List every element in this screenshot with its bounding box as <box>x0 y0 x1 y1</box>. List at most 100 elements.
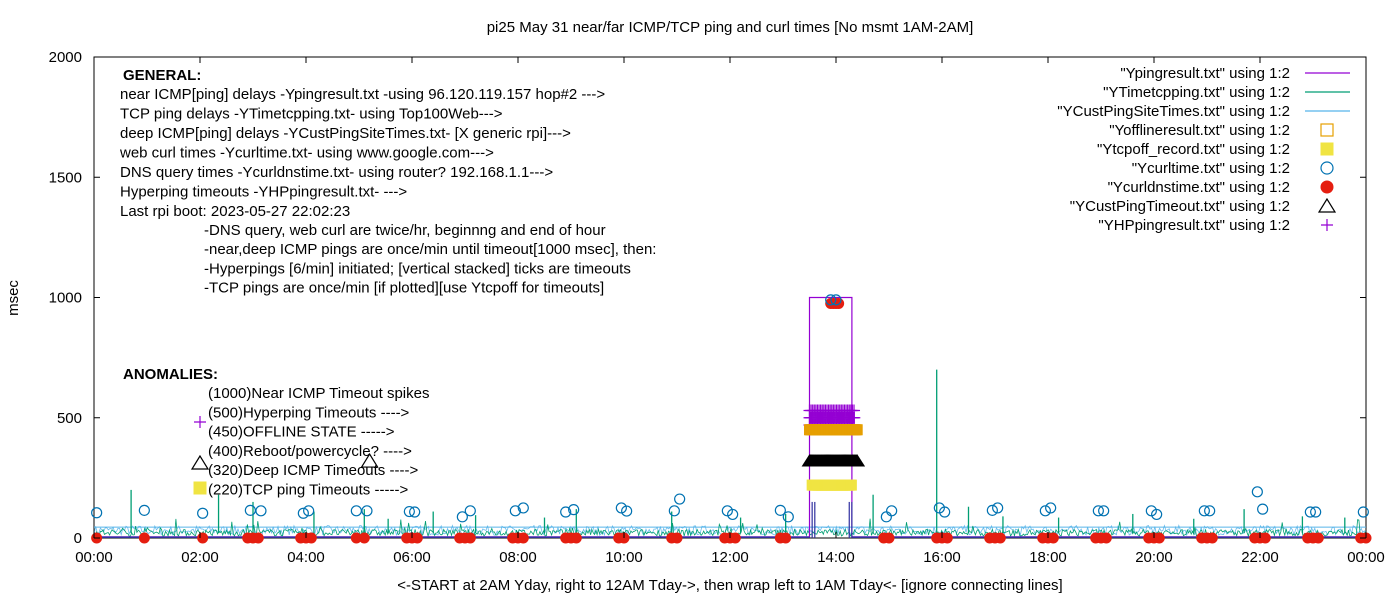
legend-label: "YCustPingTimeout.txt" using 1:2 <box>1070 198 1290 215</box>
y-tick-label: 1000 <box>49 290 82 307</box>
note-line: -Hyperpings [6/min] initiated; [vertical… <box>204 260 631 277</box>
series-dns-point <box>1047 532 1059 544</box>
series-dns-point <box>411 532 423 544</box>
series-curl-point <box>403 505 415 518</box>
series-curl-point <box>409 506 421 518</box>
series-curl-point <box>674 493 686 505</box>
series-dns-point <box>1206 532 1218 544</box>
series-curl-point <box>886 505 898 517</box>
series-curl-point <box>1045 502 1057 514</box>
series-curl-point <box>939 506 951 518</box>
series-dns-point <box>305 532 317 544</box>
series-custtimeout-marker <box>360 452 379 468</box>
series-curl-point <box>880 511 892 523</box>
x-tick-label: 10:00 <box>605 549 643 566</box>
series-dns-point <box>358 532 370 544</box>
note-line: -TCP pings are once/min [if plotted][use… <box>204 280 604 297</box>
legend-label: "Ypingresult.txt" using 1:2 <box>1120 65 1290 82</box>
series-curl-point <box>830 294 842 306</box>
legend-swatch <box>1320 161 1334 175</box>
general-line: near ICMP[ping] delays -Ypingresult.txt … <box>120 86 605 103</box>
series-curl-point <box>1251 486 1263 498</box>
series-curl-point <box>138 504 150 516</box>
legend-label: "Yofflineresult.txt" using 1:2 <box>1109 122 1290 139</box>
y-axis-label: msec <box>5 280 22 316</box>
anomaly-line: (500)Hyperping Timeouts ----> <box>208 404 410 421</box>
series-dns-point <box>464 532 476 544</box>
series-dns-point <box>941 532 953 544</box>
legend-swatch <box>1320 142 1334 156</box>
series-curl-point <box>244 504 256 516</box>
series-dns-point <box>1259 532 1271 544</box>
anomaly-line: (220)TCP ping Timeouts -----> <box>208 482 408 499</box>
series-dns-point <box>729 532 741 544</box>
series-curl-point <box>1039 505 1051 517</box>
legend: "Ypingresult.txt" using 1:2 "YTimetcpping… <box>1057 65 1350 234</box>
x-axis-label: <-START at 2AM Yday, right to 12AM Tday-… <box>397 577 1062 594</box>
series-hpping-marker <box>848 404 861 417</box>
series-curl-point <box>1357 506 1369 518</box>
general-line: Hyperping timeouts -YHPpingresult.txt- -… <box>120 184 407 201</box>
x-tick-label: 12:00 <box>711 549 749 566</box>
general-line: DNS query times -Ycurldnstime.txt- using… <box>120 164 553 181</box>
series-curl-point <box>621 505 633 517</box>
series-curl-point <box>727 508 739 521</box>
x-tick-label: 08:00 <box>499 549 537 566</box>
x-tick-label: 00:00 <box>75 549 113 566</box>
anomalies-header: ANOMALIES: <box>123 366 218 383</box>
series-curl-point <box>509 505 521 517</box>
series-curl-point <box>464 505 476 517</box>
legend-label: "YTimetcpping.txt" using 1:2 <box>1103 84 1290 101</box>
series-dns-point <box>252 532 264 544</box>
series-curl-point <box>361 505 373 517</box>
series-offline-marker <box>851 424 863 436</box>
series-tcpoff-marker <box>845 479 857 491</box>
legend-label: "YHPpingresult.txt" using 1:2 <box>1098 217 1290 234</box>
series-curl-point <box>568 504 580 516</box>
y-tick-label: 0 <box>74 530 82 547</box>
series-curl-point <box>255 505 267 517</box>
series-dns-point <box>780 532 792 544</box>
anomaly-line: (450)OFFLINE STATE -----> <box>208 424 395 441</box>
series-curl-point <box>197 507 209 519</box>
x-tick-label: 00:00 <box>1347 549 1385 566</box>
series-curl-point <box>456 511 468 523</box>
x-tick-label: 18:00 <box>1029 549 1067 566</box>
general-line: Last rpi boot: 2023-05-27 22:02:23 <box>120 203 350 220</box>
series-dns-point <box>994 532 1006 544</box>
series-curl-point <box>1151 508 1163 521</box>
plot-area: 00:00 02:00 04:00 06:00 08:00 10:00 12:00 14:00… <box>49 49 1385 566</box>
general-header: GENERAL: <box>123 67 201 84</box>
series-curl-point <box>774 504 786 516</box>
legend-swatch <box>1320 123 1334 137</box>
anomaly-line: (400)Reboot/powercycle? ----> <box>208 443 412 460</box>
series-curl-point <box>1310 506 1322 518</box>
note-line: -near,deep ICMP pings are once/min until… <box>204 241 656 258</box>
legend-swatch <box>1321 219 1333 231</box>
series-custtimeout-marker <box>849 454 866 467</box>
anomaly-square-icon <box>193 481 207 495</box>
series-curl-point <box>1092 505 1104 517</box>
series-curl-point <box>1098 505 1110 517</box>
series-curl-point <box>297 507 309 519</box>
anomaly-hpping-icon <box>194 416 206 428</box>
series-curl-point <box>668 505 680 517</box>
y-tick-label: 1500 <box>49 169 82 186</box>
x-tick-label: 02:00 <box>181 549 219 566</box>
y-tick-label: 2000 <box>49 49 82 66</box>
series-dns-point <box>570 532 582 544</box>
x-tick-label: 04:00 <box>287 549 325 566</box>
x-tick-label: 22:00 <box>1241 549 1279 566</box>
series-curl-point <box>1204 505 1216 517</box>
series-dns-point <box>1312 532 1324 544</box>
series-curl-point <box>91 507 103 519</box>
legend-label: "YCustPingSiteTimes.txt" using 1:2 <box>1057 103 1290 120</box>
y-tick-label: 500 <box>57 410 82 427</box>
series-curl-point <box>1198 505 1210 517</box>
series-dns-point <box>671 532 683 544</box>
general-line: TCP ping delays -YTimetcpping.txt- using… <box>120 106 503 123</box>
legend-label: "Ycurltime.txt" using 1:2 <box>1132 160 1290 177</box>
x-tick-label: 14:00 <box>817 549 855 566</box>
series-curl-point <box>303 505 315 517</box>
